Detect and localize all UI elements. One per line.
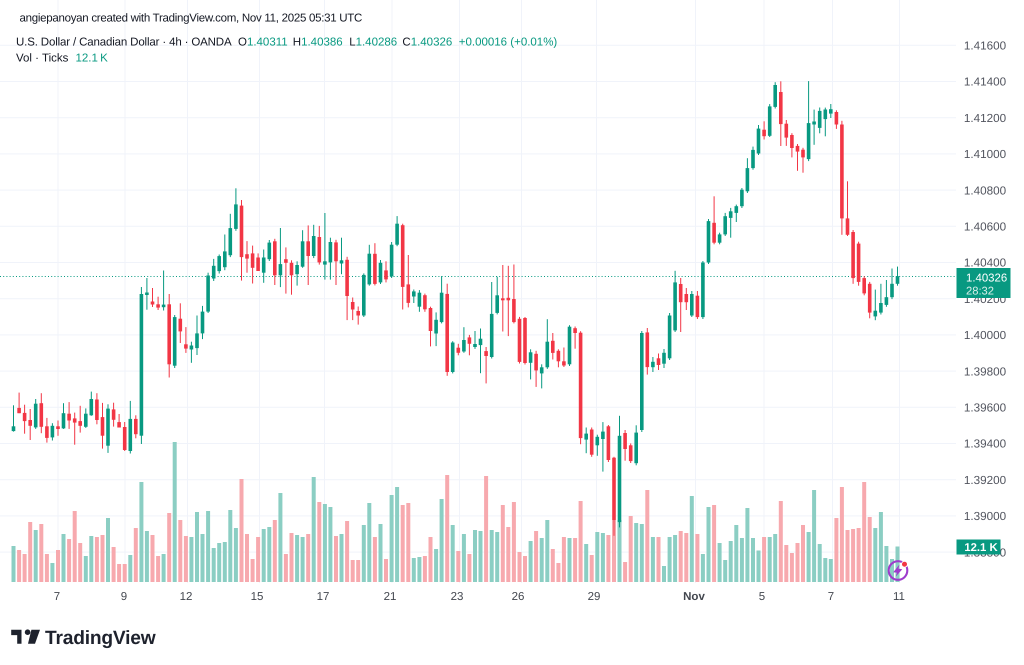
svg-text:1.40400: 1.40400 — [964, 257, 1007, 270]
svg-text:23: 23 — [451, 591, 464, 603]
svg-text:15: 15 — [251, 591, 264, 603]
svg-text:1.39800: 1.39800 — [964, 365, 1007, 378]
svg-text:29: 29 — [588, 591, 601, 603]
svg-text:12: 12 — [180, 591, 193, 603]
svg-text:1.41400: 1.41400 — [964, 76, 1007, 89]
svg-text:1.39400: 1.39400 — [964, 438, 1007, 451]
svg-text:1.40311: 1.40311 — [247, 37, 288, 49]
svg-text:Vol · Ticks: Vol · Ticks — [16, 53, 69, 65]
svg-text:Nov: Nov — [683, 591, 705, 603]
svg-text:7: 7 — [54, 591, 60, 603]
svg-text:7: 7 — [828, 591, 834, 603]
svg-text:12.1 K: 12.1 K — [964, 542, 998, 554]
svg-text:U.S. Dollar / Canadian Dollar: U.S. Dollar / Canadian Dollar · 4h · OAN… — [16, 37, 232, 49]
svg-text:1.40326: 1.40326 — [966, 273, 1007, 285]
svg-text:+0.00016 (+0.01%): +0.00016 (+0.01%) — [459, 37, 558, 49]
svg-text:28:32: 28:32 — [966, 286, 994, 298]
svg-text:angiepanoyan created with Trad: angiepanoyan created with TradingView.co… — [20, 13, 363, 25]
svg-text:12.1 K: 12.1 K — [76, 53, 109, 65]
svg-text:1.40286: 1.40286 — [356, 37, 398, 49]
svg-text:1.39600: 1.39600 — [964, 402, 1007, 415]
svg-text:1.39200: 1.39200 — [964, 474, 1007, 487]
svg-text:1.40000: 1.40000 — [964, 329, 1007, 342]
svg-text:1.41600: 1.41600 — [964, 40, 1007, 53]
svg-text:L: L — [349, 37, 356, 49]
svg-text:1.39000: 1.39000 — [964, 510, 1007, 523]
svg-text:C: C — [402, 37, 410, 49]
svg-text:5: 5 — [759, 591, 765, 603]
svg-text:1.40326: 1.40326 — [411, 37, 453, 49]
svg-text:1.41000: 1.41000 — [964, 148, 1007, 161]
svg-text:1.40386: 1.40386 — [301, 37, 343, 49]
svg-text:17: 17 — [317, 591, 330, 603]
svg-text:26: 26 — [512, 591, 525, 603]
svg-text:21: 21 — [384, 591, 397, 603]
svg-text:1.40800: 1.40800 — [964, 184, 1007, 197]
svg-text:1.41200: 1.41200 — [964, 112, 1007, 125]
svg-text:O: O — [238, 37, 247, 49]
svg-text:1.40600: 1.40600 — [964, 221, 1007, 234]
svg-text:H: H — [293, 37, 301, 49]
svg-text:TradingView: TradingView — [45, 628, 156, 649]
svg-text:11: 11 — [893, 591, 905, 603]
svg-text:9: 9 — [121, 591, 127, 603]
